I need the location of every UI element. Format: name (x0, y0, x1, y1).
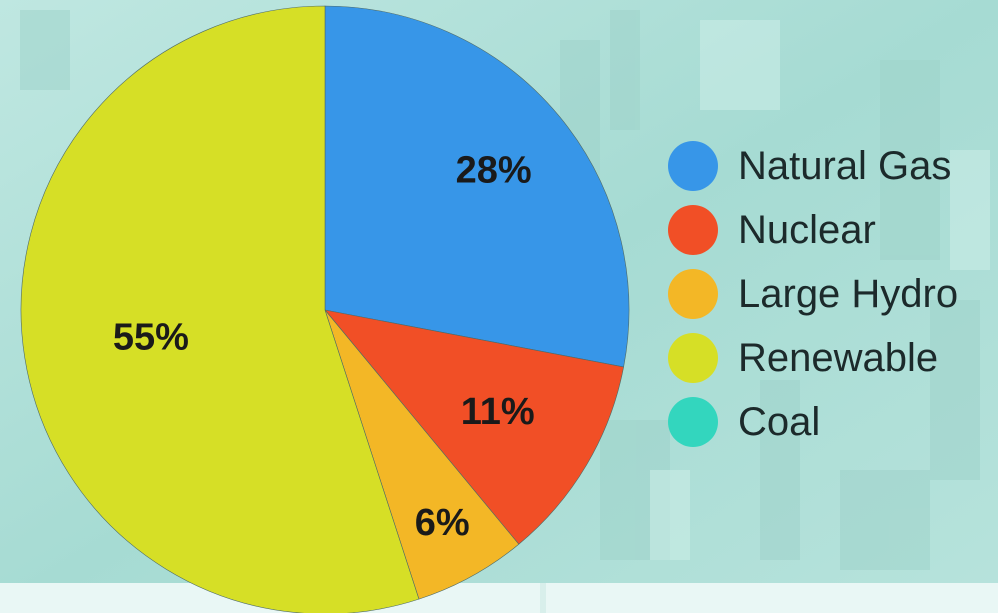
pie-slices (20, 5, 630, 613)
pie-labels: 28% 11% 6% 55% (113, 149, 535, 544)
legend-item-coal: Coal (668, 390, 958, 454)
pie-label-nuclear: 11% (461, 391, 535, 433)
bottom-band (0, 583, 998, 613)
legend-swatch-natural-gas (668, 141, 718, 191)
legend-item-nuclear: Nuclear (668, 198, 958, 262)
legend-label-coal: Coal (738, 399, 821, 444)
legend-label-nuclear: Nuclear (738, 207, 876, 252)
legend-swatch-large-hydro (668, 269, 718, 319)
legend-item-renewable: Renewable (668, 326, 958, 390)
legend-label-large-hydro: Large Hydro (738, 271, 959, 316)
pie-slice-natural-gas (324, 5, 630, 368)
legend-swatch-renewable (668, 333, 718, 383)
legend-label-renewable: Renewable (738, 335, 939, 380)
legend-item-natural-gas: Natural Gas (668, 134, 958, 198)
legend-swatch-coal (668, 397, 718, 447)
pie-slice-renewable (20, 5, 420, 613)
pie-slice-nuclear (324, 309, 624, 545)
legend-item-large-hydro: Large Hydro (668, 262, 958, 326)
pie-label-renewable: 55% (113, 317, 189, 359)
legend: Natural Gas Nuclear Large Hydro Renewable Co… (668, 134, 958, 454)
legend-swatch-nuclear (668, 205, 718, 255)
pie-label-natural-gas: 28% (456, 149, 532, 191)
pie-label-large-hydro: 6% (415, 502, 470, 544)
legend-label-natural-gas: Natural Gas (738, 143, 952, 188)
